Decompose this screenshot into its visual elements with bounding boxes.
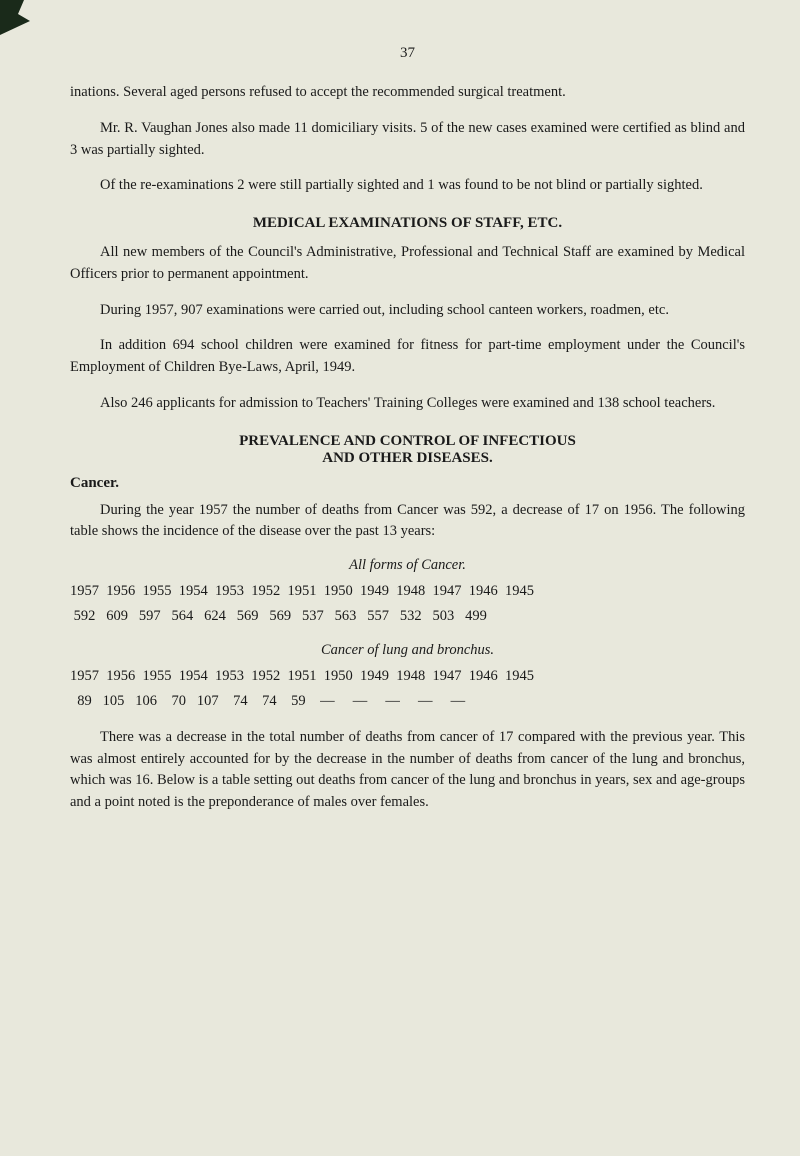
paragraph-continuation: inations. Several aged persons refused t…	[70, 82, 745, 104]
paragraph-907-exams: During 1957, 907 examinations were carri…	[70, 300, 745, 322]
paragraph-cancer-intro: During the year 1957 the number of death…	[70, 500, 745, 544]
paragraph-applicants: Also 246 applicants for admission to Tea…	[70, 393, 745, 415]
table-title-all-cancer: All forms of Cancer.	[70, 557, 745, 574]
heading-prevalence-line2: AND OTHER DISEASES.	[70, 450, 745, 467]
table-row-values-2: 89 105 106 70 107 74 74 59 — — — — —	[70, 690, 745, 712]
document-page: 37 inations. Several aged persons refuse…	[0, 0, 800, 868]
subheading-cancer: Cancer.	[70, 475, 745, 492]
table-row-years-1: 1957 1956 1955 1954 1953 1952 1951 1950 …	[70, 580, 745, 602]
paragraph-school-children: In addition 694 school children were exa…	[70, 335, 745, 379]
paragraph-reexam: Of the re-examinations 2 were still part…	[70, 175, 745, 197]
paragraph-staff-exam: All new members of the Council's Adminis…	[70, 242, 745, 286]
paragraph-domiciliary: Mr. R. Vaughan Jones also made 11 domici…	[70, 118, 745, 162]
table-all-cancer: All forms of Cancer. 1957 1956 1955 1954…	[70, 557, 745, 628]
heading-prevalence-line1: PREVALENCE AND CONTROL OF INFECTIOUS	[70, 433, 745, 450]
heading-medical-exams: MEDICAL EXAMINATIONS OF STAFF, ETC.	[70, 215, 745, 232]
page-number: 37	[70, 45, 745, 62]
table-row-values-1: 592 609 597 564 624 569 569 537 563 557 …	[70, 605, 745, 627]
paragraph-decrease: There was a decrease in the total number…	[70, 727, 745, 814]
table-title-lung: Cancer of lung and bronchus.	[70, 642, 745, 659]
table-lung-bronchus: Cancer of lung and bronchus. 1957 1956 1…	[70, 642, 745, 713]
table-row-years-2: 1957 1956 1955 1954 1953 1952 1951 1950 …	[70, 665, 745, 687]
